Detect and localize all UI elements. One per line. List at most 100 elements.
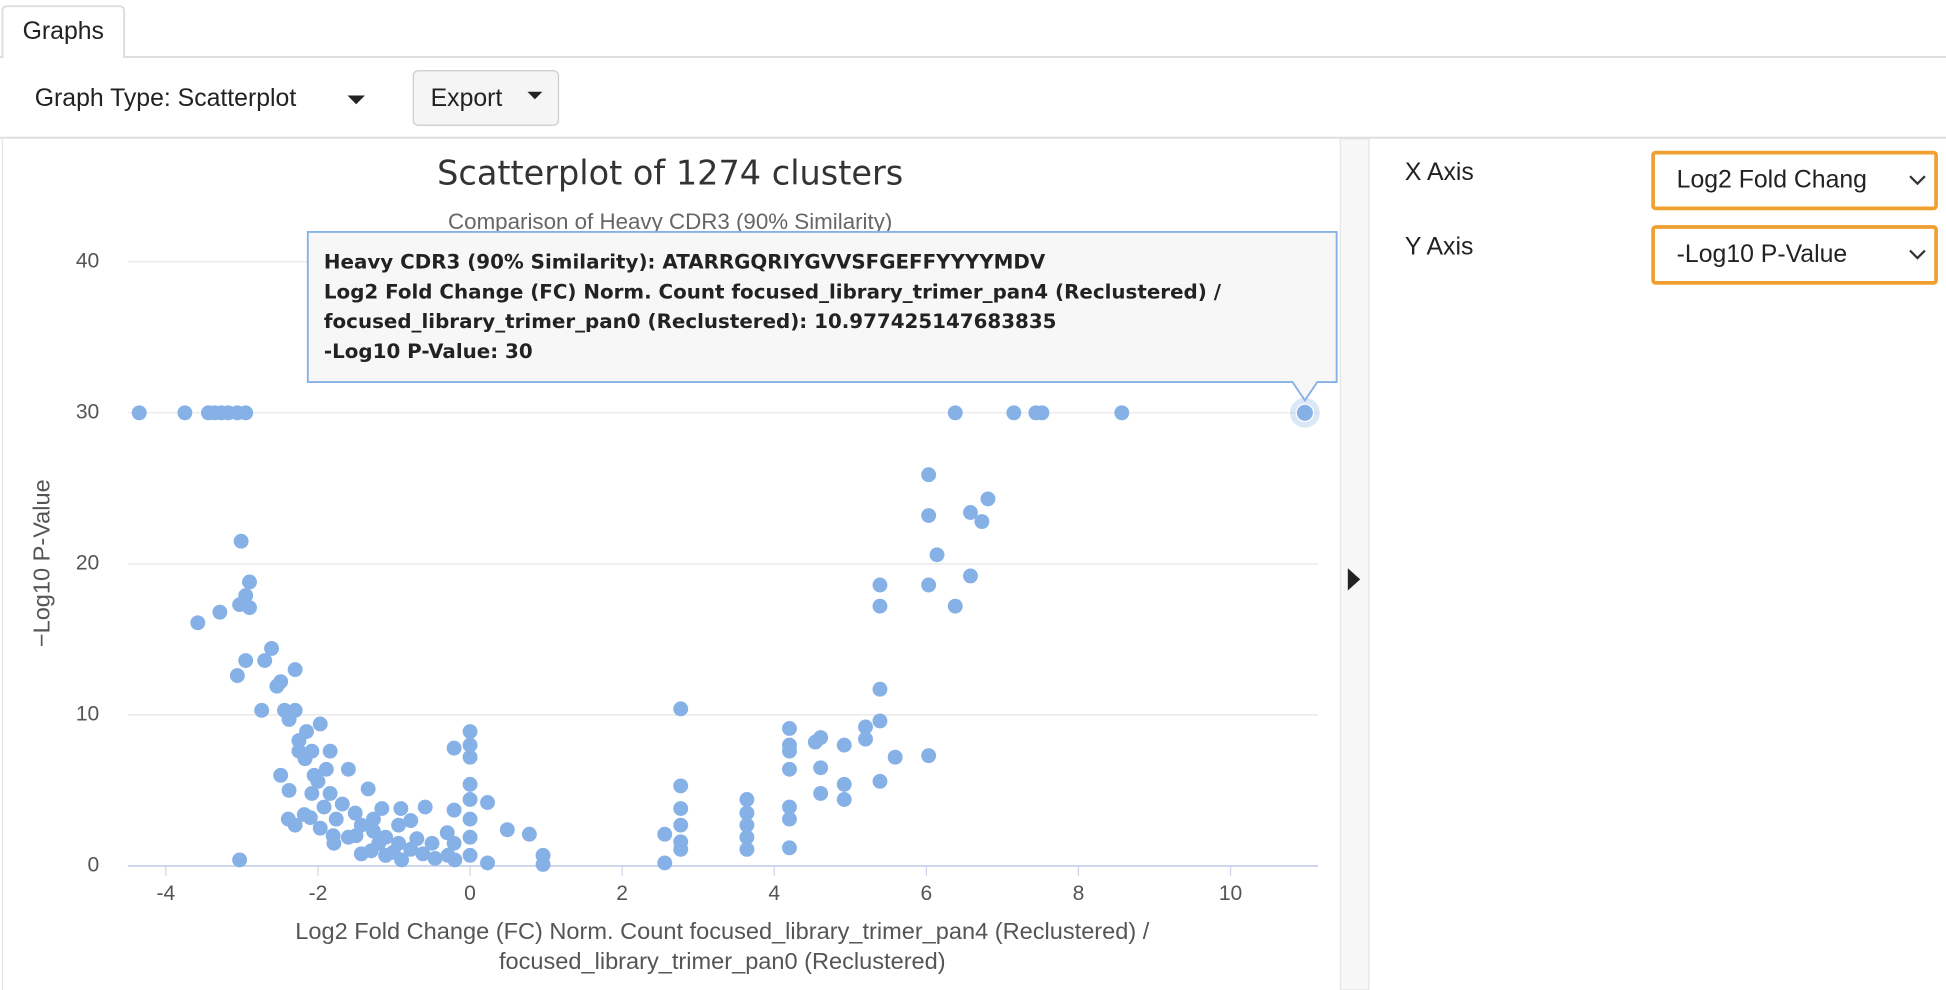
- point: [391, 817, 407, 833]
- point: [232, 852, 248, 868]
- point: [462, 792, 478, 807]
- point: [1114, 405, 1130, 421]
- point: [872, 681, 888, 697]
- chevron: [1909, 249, 1926, 260]
- y-tick-label: 30: [76, 400, 99, 423]
- point: [254, 702, 270, 718]
- point: [417, 799, 433, 815]
- point: [318, 761, 334, 777]
- point: [782, 799, 797, 815]
- point: [366, 811, 381, 827]
- point: [535, 856, 551, 872]
- point: [836, 776, 852, 792]
- point: [462, 737, 478, 753]
- point: [297, 751, 313, 767]
- point: [657, 855, 673, 871]
- point: [287, 817, 303, 833]
- point: [739, 805, 755, 821]
- point: [242, 574, 257, 590]
- export-label[interactable]: Export: [431, 85, 503, 112]
- chart-title: Scatterplot of 1274 clusters: [437, 153, 903, 192]
- point: [836, 792, 852, 807]
- point: [348, 828, 364, 844]
- x-tick-label: 4: [768, 882, 780, 905]
- point: [782, 761, 797, 777]
- point: [872, 598, 888, 614]
- y-axis-label: Y Axis: [1405, 234, 1473, 261]
- point: [872, 577, 888, 593]
- point: [980, 491, 996, 507]
- point: [291, 733, 307, 749]
- point: [340, 761, 356, 777]
- point: [673, 801, 689, 816]
- point: [974, 514, 990, 530]
- point: [322, 785, 338, 801]
- toggle-arrow: [1347, 568, 1361, 591]
- point: [813, 785, 829, 801]
- point: [657, 826, 673, 842]
- y-axis-select[interactable]: [1651, 225, 1938, 285]
- point: [264, 640, 280, 656]
- point: [782, 811, 797, 827]
- point: [439, 825, 455, 841]
- point: [366, 823, 381, 839]
- point: [238, 405, 254, 421]
- highlight-point: [1295, 403, 1315, 423]
- point: [360, 781, 376, 797]
- tab[interactable]: Graphs: [23, 18, 104, 45]
- point: [446, 835, 462, 851]
- point: [462, 811, 478, 827]
- point: [673, 841, 689, 857]
- point: [872, 713, 888, 729]
- point: [462, 724, 478, 739]
- point: [312, 716, 328, 732]
- tooltip-box: [306, 231, 1338, 403]
- graph-type-dropdown[interactable]: Graph Type: Scatterplot: [35, 85, 297, 112]
- point: [872, 773, 888, 789]
- x-tick-label: 2: [616, 882, 628, 905]
- point: [739, 841, 755, 857]
- point: [325, 828, 341, 844]
- point: [403, 813, 419, 829]
- point: [921, 508, 937, 523]
- point: [929, 547, 945, 563]
- point: [446, 802, 462, 818]
- tab-border: [0, 5, 1946, 58]
- x-axis-label: X Axis: [1405, 159, 1474, 186]
- x-tick-label: 0: [464, 882, 476, 905]
- tooltip-line: focused_library_trimer_pan0 (Reclustered…: [324, 310, 1057, 333]
- point: [312, 820, 328, 836]
- y-axis-value[interactable]: -Log10 P-Value: [1677, 241, 1848, 268]
- x-tick-label: 10: [1219, 882, 1242, 905]
- point: [446, 740, 462, 756]
- point: [963, 505, 978, 520]
- tooltip-line: -Log10 P-Value: 30: [324, 340, 533, 363]
- point: [316, 799, 332, 815]
- point: [1034, 405, 1050, 421]
- point: [393, 801, 409, 816]
- panel-toggle[interactable]: [1339, 138, 1370, 990]
- point: [480, 795, 495, 810]
- point: [310, 773, 326, 789]
- point: [273, 767, 289, 783]
- point: [212, 604, 228, 620]
- point: [521, 826, 537, 842]
- point: [858, 731, 873, 747]
- export-button[interactable]: [412, 70, 560, 126]
- tooltip-line: Heavy CDR3 (90% Similarity): ATARRGQRIYG…: [324, 251, 1046, 274]
- tooltip-line: Log2 Fold Change (FC) Norm. Count focuse…: [324, 280, 1222, 303]
- x-axis-select[interactable]: [1651, 150, 1938, 211]
- x-axis-value[interactable]: Log2 Fold Chang: [1677, 167, 1867, 194]
- x-tick-label: -4: [156, 882, 175, 905]
- point: [836, 737, 852, 753]
- point: [238, 653, 254, 668]
- point: [415, 846, 431, 862]
- x-tick-label: -2: [309, 882, 328, 905]
- point: [447, 852, 463, 868]
- y-axis-title: −Log10 P-Value: [29, 479, 55, 647]
- point: [287, 662, 303, 678]
- caret: [527, 91, 543, 100]
